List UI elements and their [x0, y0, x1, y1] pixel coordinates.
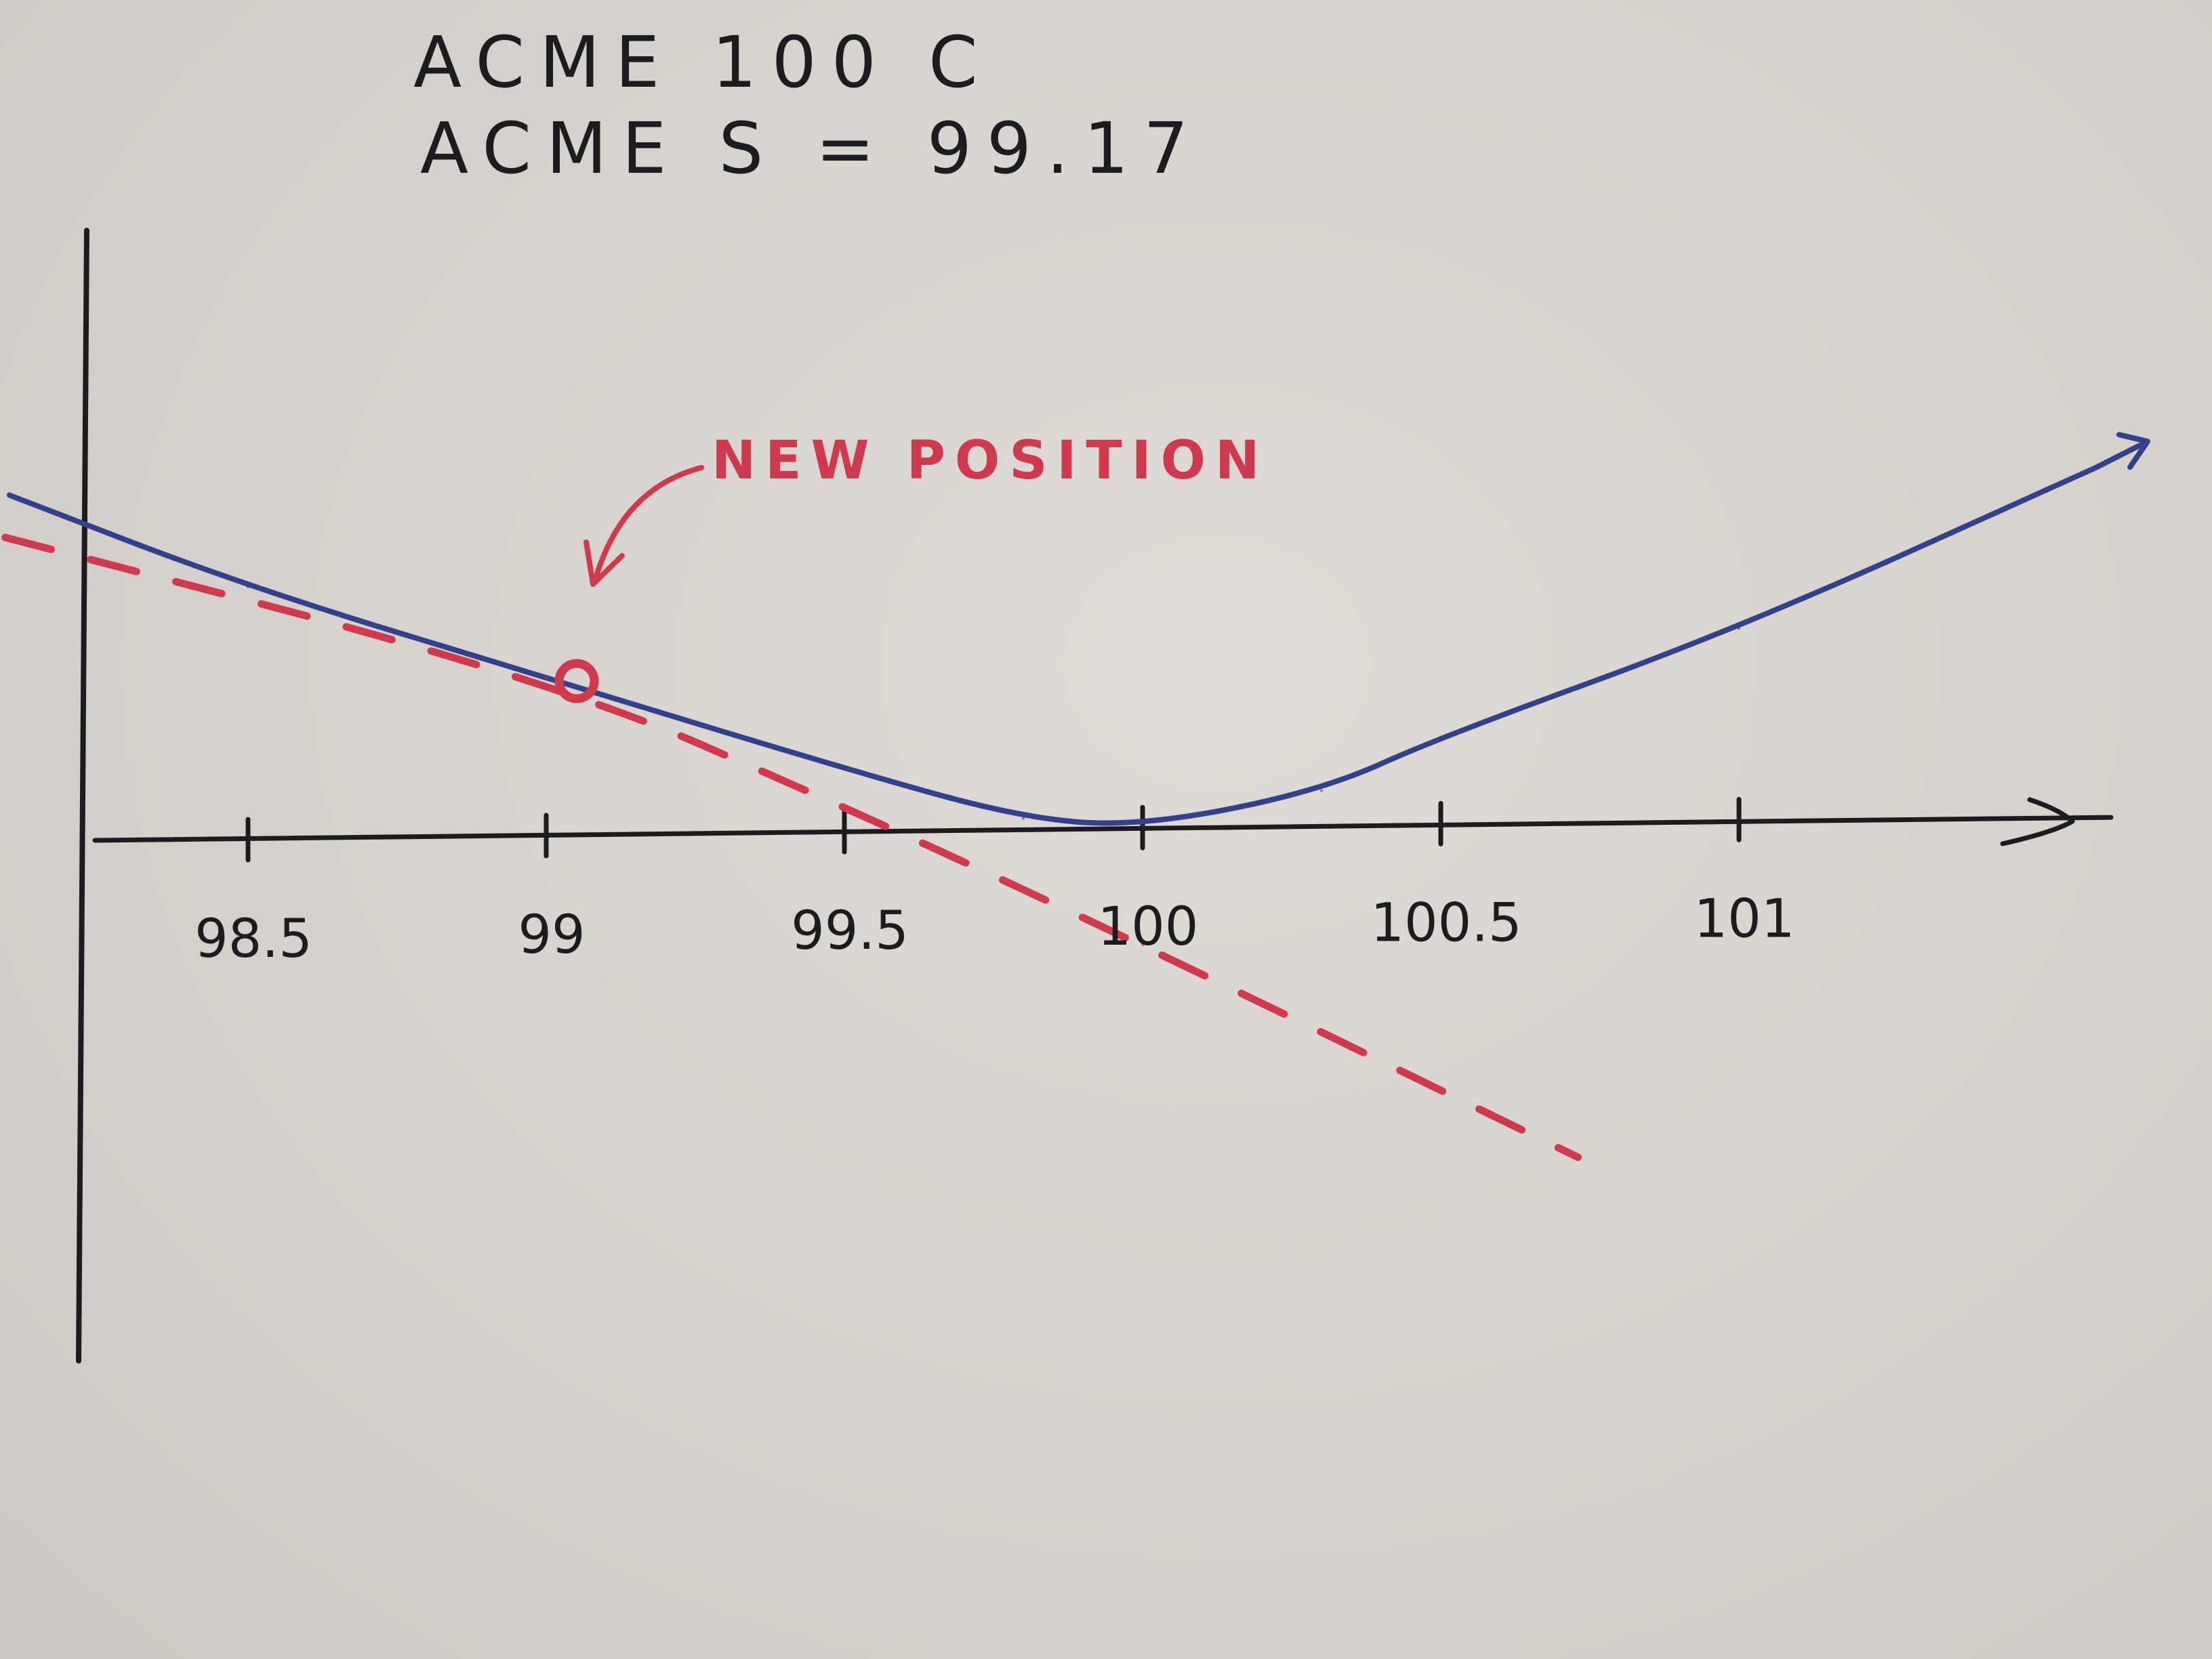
annotation-arrow [594, 465, 704, 579]
series-1-point [1576, 1155, 1580, 1159]
series-0-point [1022, 817, 1025, 820]
series-0-point [1738, 627, 1740, 630]
y-axis-line [76, 228, 89, 1364]
annotation-label: NEW POSITION [712, 430, 1269, 491]
series-group [0, 432, 2150, 1162]
series-1-point [843, 805, 846, 808]
dashed-series-line [0, 532, 1582, 1162]
series-0-point [843, 767, 846, 771]
x-tick-label: 99.5 [791, 901, 909, 962]
series-0-point [1320, 789, 1323, 792]
x-tick-label: 98.5 [194, 909, 312, 970]
x-tick-label: 99 [518, 905, 585, 966]
series-1-point [545, 676, 548, 680]
annotation-arrowhead [583, 539, 625, 587]
series-0-point [8, 493, 11, 497]
x-tick-label: 100.5 [1370, 893, 1521, 954]
solid-series-line [7, 464, 2100, 826]
series-0-point [247, 585, 249, 588]
chart-title: ACME 100 C [413, 21, 993, 104]
solid-series-arrowhead [2094, 432, 2150, 470]
labels-group: ACME 100 C ACME S = 99.17 NEW POSITION 9… [194, 21, 1795, 970]
series-0-point [1439, 735, 1442, 739]
x-tick-label: 100 [1098, 897, 1199, 958]
series-1-point [1141, 943, 1144, 947]
new-position-marker [554, 659, 599, 703]
x-axis-line [92, 815, 2114, 843]
x-tick-label: 101 [1694, 888, 1795, 949]
x-axis-arrowhead [2000, 797, 2075, 846]
chart-subtitle: ACME S = 99.17 [420, 107, 1203, 190]
axes [76, 228, 2114, 1364]
series-0-point [1141, 825, 1144, 828]
